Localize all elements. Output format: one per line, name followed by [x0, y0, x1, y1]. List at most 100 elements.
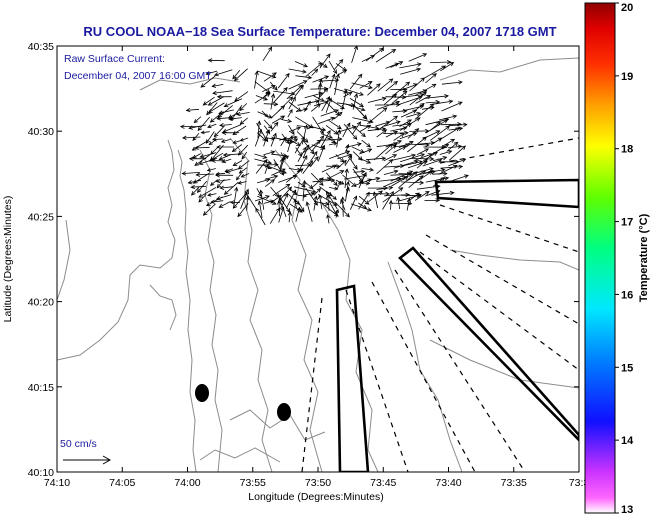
current-vector [239, 137, 249, 142]
current-vector [295, 206, 301, 222]
current-vector [425, 119, 449, 134]
current-vector [254, 92, 271, 104]
current-vector [200, 75, 216, 88]
current-vector [279, 155, 286, 174]
current-vector [223, 98, 243, 108]
current-vector [232, 125, 247, 136]
current-vector [358, 202, 368, 209]
current-vector [399, 123, 412, 131]
current-vector [215, 194, 232, 201]
current-vector [229, 200, 241, 205]
current-vector [425, 189, 441, 197]
range-south [335, 284, 370, 472]
current-vector [256, 178, 271, 184]
current-vector [349, 73, 363, 90]
x-tick-label: 74:00 [174, 477, 200, 489]
colorbar-tick-label: 15 [621, 362, 633, 374]
current-vector [294, 61, 309, 68]
current-vector [285, 189, 297, 209]
current-vector [181, 171, 200, 176]
current-vector [257, 200, 263, 218]
current-vector [375, 49, 397, 63]
colorbar-tick-label: 20 [621, 2, 633, 14]
current-vector [288, 68, 307, 74]
current-vector [414, 103, 435, 120]
contour-2 [229, 137, 273, 472]
current-vector [256, 132, 267, 142]
current-vector [390, 126, 408, 132]
current-vector [212, 90, 233, 96]
current-vector [286, 168, 304, 183]
current-vector [407, 136, 428, 153]
current-vector [234, 91, 249, 102]
current-vector [271, 168, 286, 176]
y-tick-label: 40:25 [28, 211, 54, 223]
current-vector [280, 118, 293, 123]
current-vector [393, 132, 405, 141]
current-vector [408, 53, 428, 62]
current-vector [215, 173, 234, 178]
current-vector [215, 178, 231, 184]
current-vector [441, 101, 463, 112]
current-vector [272, 87, 288, 104]
contour-9 [439, 57, 579, 81]
colorbar-tick-label: 16 [621, 289, 633, 301]
current-vector [372, 191, 378, 209]
current-vector [222, 152, 242, 158]
current-vector [352, 117, 374, 124]
current-vector [305, 201, 313, 222]
current-vector [406, 112, 422, 118]
current-vector [262, 46, 273, 62]
current-vector [384, 93, 398, 105]
current-vector [351, 46, 358, 63]
current-vector [359, 148, 373, 155]
current-vector [262, 85, 276, 93]
current-vector [406, 170, 427, 182]
current-vector [398, 140, 414, 148]
current-vector [287, 109, 293, 118]
current-vector [280, 192, 289, 210]
current-vector [385, 62, 400, 69]
current-vector [441, 80, 463, 85]
current-vector [352, 121, 361, 135]
current-vector [440, 138, 456, 148]
current-vector [302, 179, 307, 202]
current-vector [302, 160, 314, 175]
bay-shore [57, 139, 176, 361]
current-vector [235, 172, 242, 181]
current-vector [440, 62, 455, 72]
current-vector [416, 170, 434, 182]
current-vector [414, 102, 425, 112]
current-vector [325, 194, 331, 211]
current-vector [311, 68, 319, 76]
current-vector [358, 191, 370, 210]
current-vector [216, 116, 231, 121]
current-vector [310, 172, 324, 186]
current-vector [376, 185, 394, 191]
y-tick-label: 40:35 [28, 41, 54, 53]
current-vector [349, 195, 358, 210]
current-vector [188, 124, 207, 130]
current-vector [194, 154, 210, 166]
radial-dashed-lines [301, 137, 579, 472]
current-vector [213, 69, 233, 77]
current-vector [327, 119, 342, 130]
current-vector [233, 186, 239, 208]
current-vector [270, 132, 277, 147]
current-vector [231, 144, 243, 153]
current-note-line1: Raw Surface Current: [64, 53, 165, 65]
current-vector [433, 99, 454, 105]
current-vector [294, 84, 304, 97]
current-vector [207, 96, 225, 106]
current-vector [383, 192, 411, 197]
current-vector [336, 159, 347, 169]
current-vector [439, 150, 453, 155]
current-vector [209, 111, 224, 123]
current-vector [376, 100, 401, 110]
current-vector [359, 124, 372, 132]
current-vector [279, 135, 298, 141]
current-vector [326, 214, 330, 224]
current-vector [270, 93, 276, 110]
current-vector [271, 115, 286, 124]
current-vector [414, 83, 437, 97]
